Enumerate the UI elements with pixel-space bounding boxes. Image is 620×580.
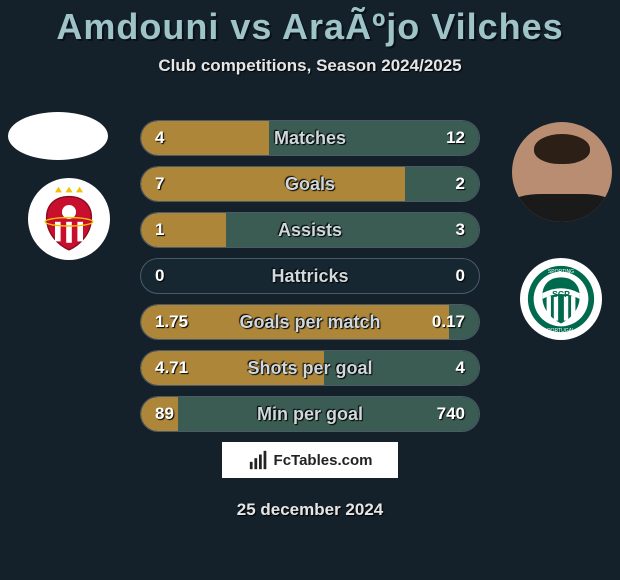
stat-label: Goals [141, 167, 479, 201]
stat-row: Assists1 3 [140, 212, 480, 248]
stat-label: Hattricks [141, 259, 479, 293]
stat-value-left: 1 [141, 213, 178, 247]
stat-label: Matches [141, 121, 479, 155]
bars-icon [248, 449, 270, 471]
stat-value-right: 740 [423, 397, 479, 431]
club-right-crest: SCP SPORTING PORTUGAL [520, 258, 602, 340]
stat-value-right: 2 [442, 167, 479, 201]
stat-value-left: 89 [141, 397, 188, 431]
svg-text:PORTUGAL: PORTUGAL [547, 328, 575, 334]
stat-row: Goals per match1.750.17 [140, 304, 480, 340]
player-right-avatar [512, 122, 612, 222]
stat-value-left: 4 [141, 121, 178, 155]
stat-value-right: 3 [442, 213, 479, 247]
stat-value-right: 4 [442, 351, 479, 385]
stat-value-right: 12 [432, 121, 479, 155]
stat-value-left: 0 [141, 259, 178, 293]
stat-row: Goals7 2 [140, 166, 480, 202]
date-label: 25 december 2024 [0, 500, 620, 520]
stat-row: Matches4 12 [140, 120, 480, 156]
stat-row: Shots per goal4.714 [140, 350, 480, 386]
svg-text:SPORTING: SPORTING [548, 269, 574, 275]
stat-row: Min per goal89740 [140, 396, 480, 432]
stat-value-left: 7 [141, 167, 178, 201]
page-subtitle: Club competitions, Season 2024/2025 [0, 56, 620, 76]
stat-label: Assists [141, 213, 479, 247]
stat-row: Hattricks0 0 [140, 258, 480, 294]
benfica-icon [34, 184, 104, 254]
stat-value-right: 0 [442, 259, 479, 293]
stats-table: Matches412Goals72Assists13Hattricks00Goa… [140, 120, 480, 442]
stat-value-left: 4.71 [141, 351, 202, 385]
svg-text:SCP: SCP [552, 289, 570, 299]
brand-label: FcTables.com [274, 452, 373, 469]
sporting-icon: SCP SPORTING PORTUGAL [525, 263, 597, 335]
page-title: Amdouni vs AraÃºjo Vilches [0, 0, 620, 48]
brand-badge: FcTables.com [222, 442, 398, 478]
player-left-avatar [8, 112, 108, 160]
stat-value-right: 0.17 [418, 305, 479, 339]
club-left-crest [28, 178, 110, 260]
stat-value-left: 1.75 [141, 305, 202, 339]
